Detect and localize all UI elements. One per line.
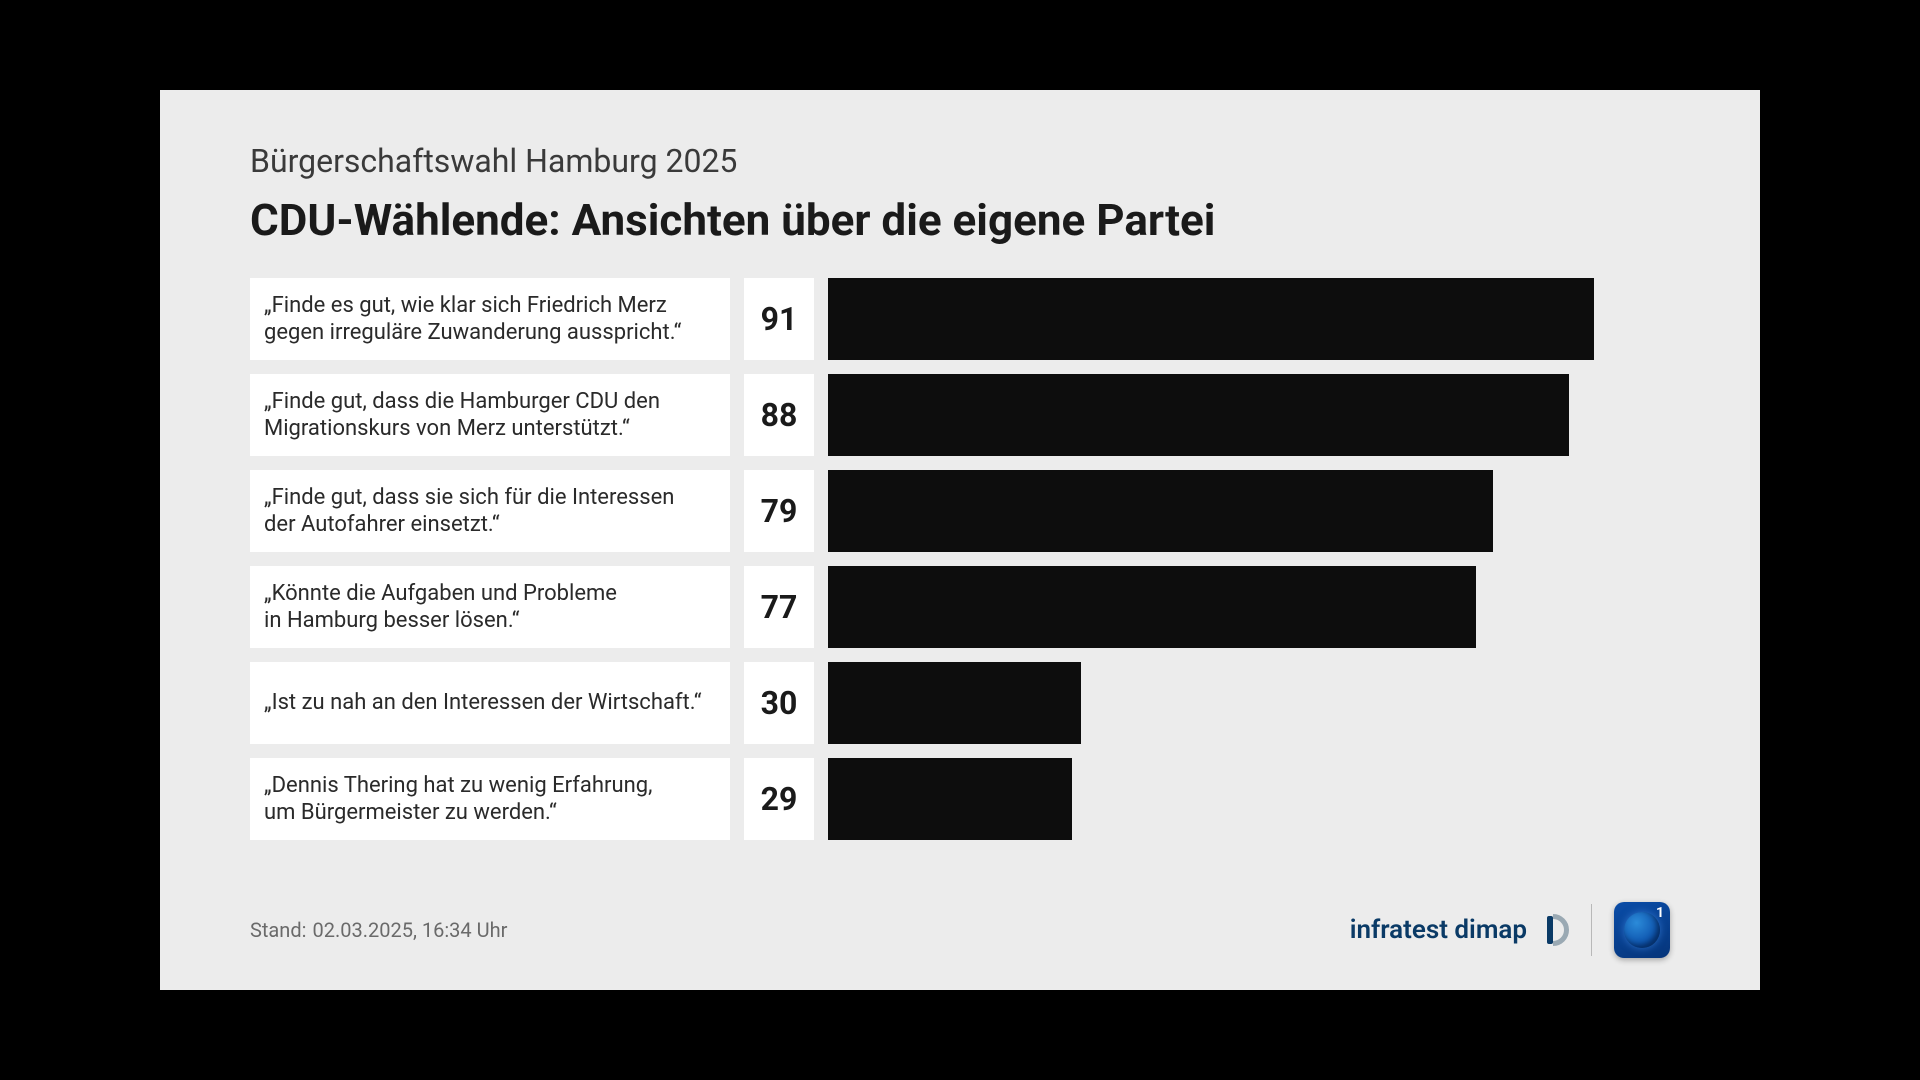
ard-globe-icon [1624,912,1660,948]
bar-row: „Dennis Thering hat zu wenig Erfahrung, … [250,758,1670,840]
bar-fill [828,470,1493,552]
bar-track [828,278,1670,360]
bar-label: „Finde gut, dass sie sich für die Intere… [250,470,730,552]
bar-fill [828,662,1081,744]
bar-value: 88 [744,374,814,456]
supertitle: Bürgerschaftswahl Hamburg 2025 [250,142,1670,180]
bar-track [828,758,1670,840]
bar-value: 30 [744,662,814,744]
bar-fill [828,566,1476,648]
bar-rows: „Finde es gut, wie klar sich Friedrich M… [250,278,1670,840]
infratest-dimap-text: infratest dimap [1350,915,1527,945]
bar-label: „Finde es gut, wie klar sich Friedrich M… [250,278,730,360]
bar-label: „Ist zu nah an den Interessen der Wirtsc… [250,662,730,744]
bar-label: „Finde gut, dass die Hamburger CDU den M… [250,374,730,456]
chart-canvas: Bürgerschaftswahl Hamburg 2025 CDU-Wähle… [160,90,1760,990]
timestamp-label: Stand: [250,918,306,942]
footer: Stand:02.03.2025, 16:34 Uhr infratest di… [250,902,1670,958]
bar-row: „Ist zu nah an den Interessen der Wirtsc… [250,662,1670,744]
logo-divider [1591,904,1592,956]
bar-track [828,374,1670,456]
bar-fill [828,758,1072,840]
ard-one-mark: 1 [1656,905,1664,921]
bar-label: „Könnte die Aufgaben und Probleme in Ham… [250,566,730,648]
bar-track [828,566,1670,648]
bar-track [828,662,1670,744]
bar-label: „Dennis Thering hat zu wenig Erfahrung, … [250,758,730,840]
bar-track [828,470,1670,552]
timestamp: Stand:02.03.2025, 16:34 Uhr [250,918,507,942]
bar-value: 77 [744,566,814,648]
bar-fill [828,278,1594,360]
ard-logo: 1 [1614,902,1670,958]
dimap-icon [1537,914,1569,946]
bar-fill [828,374,1569,456]
timestamp-value: 02.03.2025, 16:34 Uhr [312,918,507,942]
bar-value: 79 [744,470,814,552]
bar-row: „Finde gut, dass sie sich für die Intere… [250,470,1670,552]
bar-value: 29 [744,758,814,840]
bar-value: 91 [744,278,814,360]
bar-row: „Finde es gut, wie klar sich Friedrich M… [250,278,1670,360]
bar-row: „Finde gut, dass die Hamburger CDU den M… [250,374,1670,456]
bar-row: „Könnte die Aufgaben und Probleme in Ham… [250,566,1670,648]
infratest-dimap-logo: infratest dimap [1350,914,1569,946]
title: CDU-Wählende: Ansichten über die eigene … [250,194,1670,246]
logo-group: infratest dimap 1 [1350,902,1670,958]
